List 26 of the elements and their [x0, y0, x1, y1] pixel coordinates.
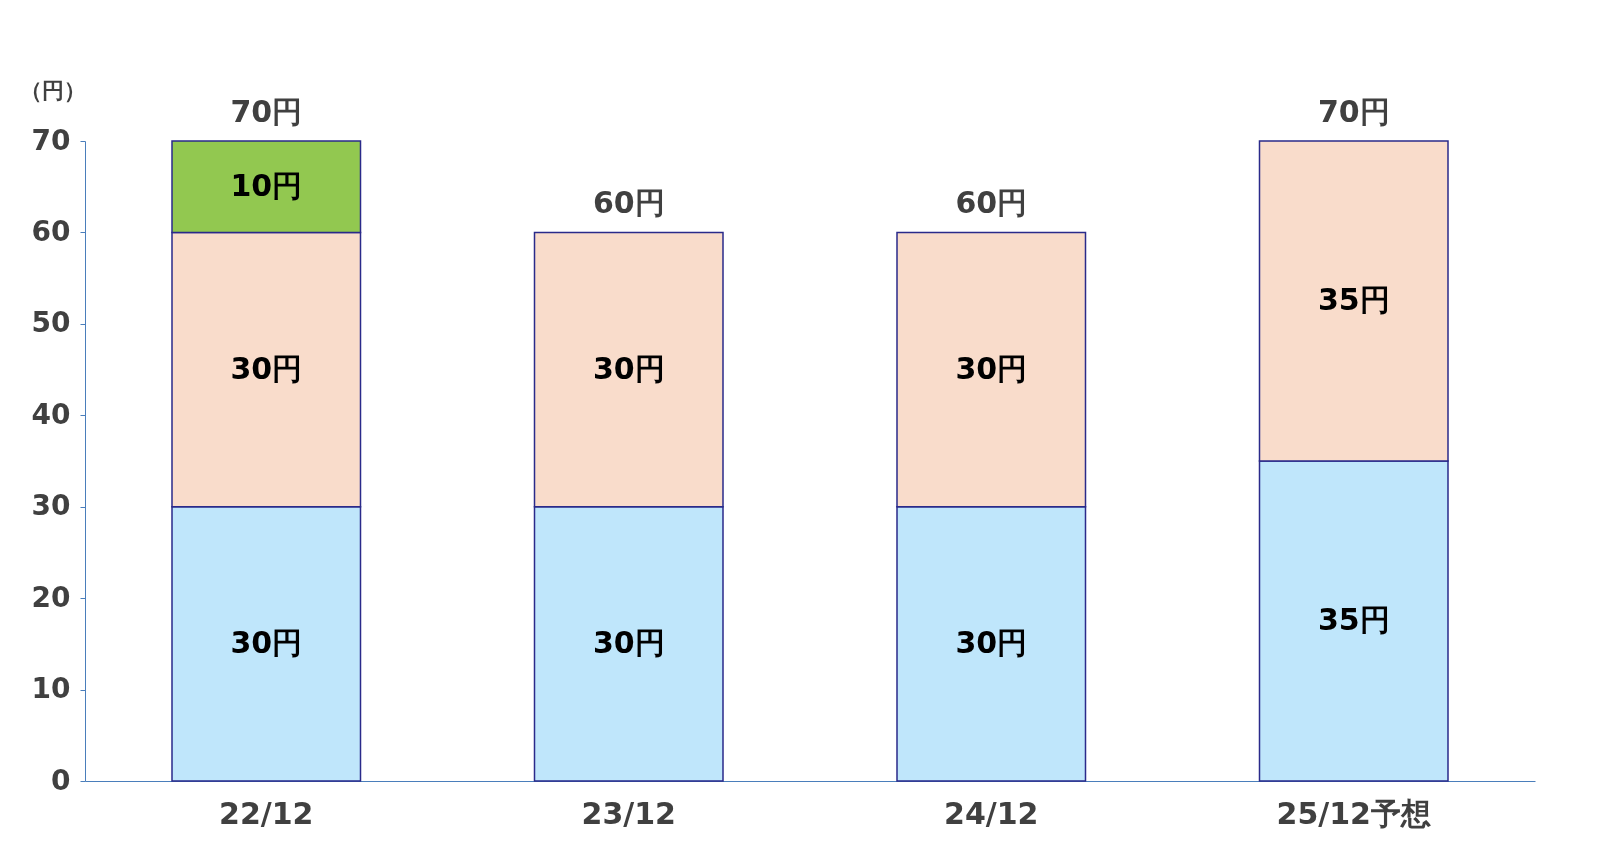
- y-axis-title: （円）: [20, 78, 86, 103]
- x-tick-label: 25/12予想: [1276, 795, 1431, 831]
- y-tick-label: 50: [31, 306, 71, 340]
- data-label: 30円: [592, 350, 665, 386]
- total-label: 70円: [1317, 94, 1390, 129]
- data-label: 30円: [230, 350, 303, 386]
- total-label: 60円: [592, 185, 665, 221]
- x-tick-label: 23/12: [581, 795, 676, 831]
- data-label: 30円: [230, 624, 303, 660]
- y-tick-label: 0: [51, 763, 71, 797]
- total-label: 60円: [955, 185, 1028, 221]
- data-label: 35円: [1317, 282, 1390, 317]
- y-tick-label: 60: [31, 214, 71, 248]
- data-label: 10円: [230, 167, 303, 203]
- data-label: 35円: [1317, 602, 1390, 637]
- x-tick-label: 22/12: [219, 795, 314, 831]
- data-label: 30円: [592, 624, 665, 660]
- y-tick-label: 30: [31, 489, 71, 523]
- y-tick-label: 40: [31, 397, 71, 431]
- y-tick-label: 70: [31, 123, 71, 157]
- total-label: 70円: [230, 94, 303, 129]
- data-label: 30円: [955, 350, 1028, 386]
- y-tick-label: 20: [31, 580, 71, 614]
- x-tick-label: 24/12: [944, 795, 1039, 831]
- y-tick-label: 10: [31, 672, 71, 706]
- data-label: 30円: [955, 624, 1028, 660]
